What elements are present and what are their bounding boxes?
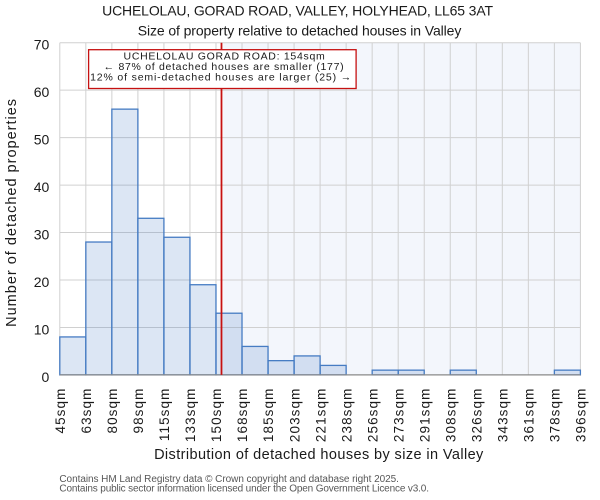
svg-text:63sqm: 63sqm <box>79 388 94 434</box>
svg-text:Contains HM Land Registry data: Contains HM Land Registry data © Crown c… <box>59 474 398 485</box>
svg-text:0: 0 <box>42 369 50 385</box>
svg-text:185sqm: 185sqm <box>261 388 276 443</box>
svg-text:133sqm: 133sqm <box>183 388 198 443</box>
svg-text:396sqm: 396sqm <box>574 388 589 443</box>
svg-text:80sqm: 80sqm <box>105 388 120 434</box>
svg-text:291sqm: 291sqm <box>417 388 432 443</box>
svg-text:50: 50 <box>34 132 50 148</box>
svg-text:203sqm: 203sqm <box>287 388 302 443</box>
svg-text:Size of property relative to d: Size of property relative to detached ho… <box>138 23 462 39</box>
svg-text:150sqm: 150sqm <box>209 388 224 443</box>
svg-text:45sqm: 45sqm <box>53 388 68 434</box>
svg-text:70: 70 <box>34 37 50 53</box>
svg-text:98sqm: 98sqm <box>131 388 146 434</box>
svg-text:40: 40 <box>34 179 50 195</box>
svg-text:Number of detached properties: Number of detached properties <box>4 98 20 327</box>
svg-text:60: 60 <box>34 84 50 100</box>
svg-text:168sqm: 168sqm <box>235 388 250 443</box>
svg-text:← 87% of detached houses are s: ← 87% of detached houses are smaller (17… <box>104 61 345 73</box>
svg-text:UCHELOLAU GORAD ROAD: 154sqm: UCHELOLAU GORAD ROAD: 154sqm <box>124 51 326 63</box>
svg-text:20: 20 <box>34 274 50 290</box>
svg-text:221sqm: 221sqm <box>313 388 328 443</box>
svg-text:115sqm: 115sqm <box>157 388 172 442</box>
svg-text:308sqm: 308sqm <box>443 388 458 443</box>
svg-text:30: 30 <box>34 227 50 243</box>
svg-text:326sqm: 326sqm <box>469 388 484 443</box>
svg-text:UCHELOLAU, GORAD ROAD, VALLEY,: UCHELOLAU, GORAD ROAD, VALLEY, HOLYHEAD,… <box>102 2 493 18</box>
svg-text:343sqm: 343sqm <box>496 388 511 443</box>
svg-text:378sqm: 378sqm <box>548 388 563 443</box>
svg-text:238sqm: 238sqm <box>339 388 354 443</box>
svg-text:Contains public sector informa: Contains public sector information licen… <box>59 484 428 495</box>
svg-text:10: 10 <box>34 321 50 337</box>
svg-text:Distribution of detached house: Distribution of detached houses by size … <box>154 447 484 463</box>
svg-text:361sqm: 361sqm <box>522 388 537 443</box>
svg-text:12% of semi-detached houses ar: 12% of semi-detached houses are larger (… <box>90 71 352 83</box>
svg-text:256sqm: 256sqm <box>365 388 380 443</box>
svg-text:273sqm: 273sqm <box>391 388 406 443</box>
